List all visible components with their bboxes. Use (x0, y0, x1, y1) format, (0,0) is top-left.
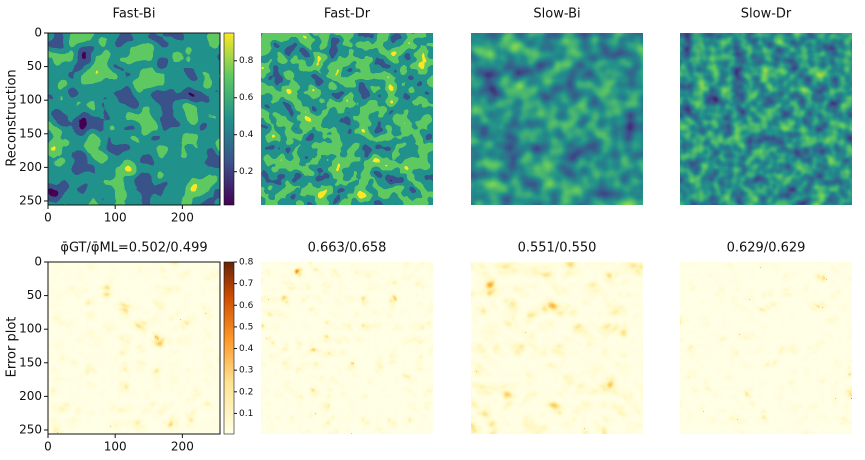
y-tick-label: 250 (19, 422, 42, 436)
panel-title: 0.629/0.629 (727, 241, 806, 256)
colorbar-tick-label: 0.8 (239, 56, 254, 66)
y-tick-label: 150 (19, 126, 42, 140)
y-tick-label: 200 (19, 389, 42, 403)
error-image (48, 262, 220, 434)
colorbar-tick-label: 0.4 (239, 130, 254, 140)
colorbar-tick-label: 0.3 (239, 366, 253, 376)
colorbar (223, 261, 235, 435)
error-image (261, 262, 433, 434)
reconstruction-image (261, 33, 433, 205)
reconstruction-image (680, 33, 852, 205)
colorbar (223, 32, 235, 206)
colorbar-tick-label: 0.2 (239, 387, 253, 397)
row-label: Error plot (5, 317, 20, 378)
row-label: Reconstruction (5, 69, 20, 166)
y-tick-label: 0 (34, 255, 42, 269)
panel-title: 0.663/0.658 (308, 241, 387, 256)
y-tick-label: 150 (19, 355, 42, 369)
y-tick-label: 0 (34, 26, 42, 40)
colorbar-tick-label: 0.1 (239, 409, 253, 419)
colorbar-tick-label: 0.5 (239, 322, 253, 332)
axes-frame (47, 32, 221, 206)
reconstruction-image (471, 33, 643, 205)
x-tick-label: 100 (104, 440, 127, 454)
panel-title: 0.551/0.550 (518, 241, 597, 256)
column-title: Slow-Dr (741, 7, 792, 22)
x-tick-label: 200 (171, 440, 194, 454)
colorbar-tick-label: 0.7 (239, 279, 253, 289)
y-tick-label: 50 (27, 59, 42, 73)
x-tick-label: 100 (104, 211, 127, 225)
reconstruction-image (48, 33, 220, 205)
x-tick-label: 0 (44, 440, 52, 454)
y-tick-label: 100 (19, 322, 42, 336)
panel-title: φ̄GT/φ̄ML=0.502/0.499 (60, 241, 207, 256)
colorbar-tick-label: 0.6 (239, 93, 254, 103)
colorbar-tick-label: 0.4 (239, 344, 254, 354)
error-image (471, 262, 643, 434)
y-tick-label: 50 (27, 288, 42, 302)
column-title: Fast-Dr (324, 7, 371, 22)
y-tick-label: 250 (19, 193, 42, 207)
colorbar-tick-label: 0.6 (239, 301, 254, 311)
column-title: Slow-Bi (533, 7, 580, 22)
x-tick-label: 200 (171, 211, 194, 225)
colorbar-tick-label: 0.2 (239, 167, 253, 177)
y-tick-label: 200 (19, 160, 42, 174)
error-image (680, 262, 852, 434)
colorbar-tick-label: 0.8 (239, 258, 254, 268)
y-tick-label: 100 (19, 93, 42, 107)
axes-frame (47, 261, 221, 435)
column-title: Fast-Bi (113, 7, 156, 22)
x-tick-label: 0 (44, 211, 52, 225)
